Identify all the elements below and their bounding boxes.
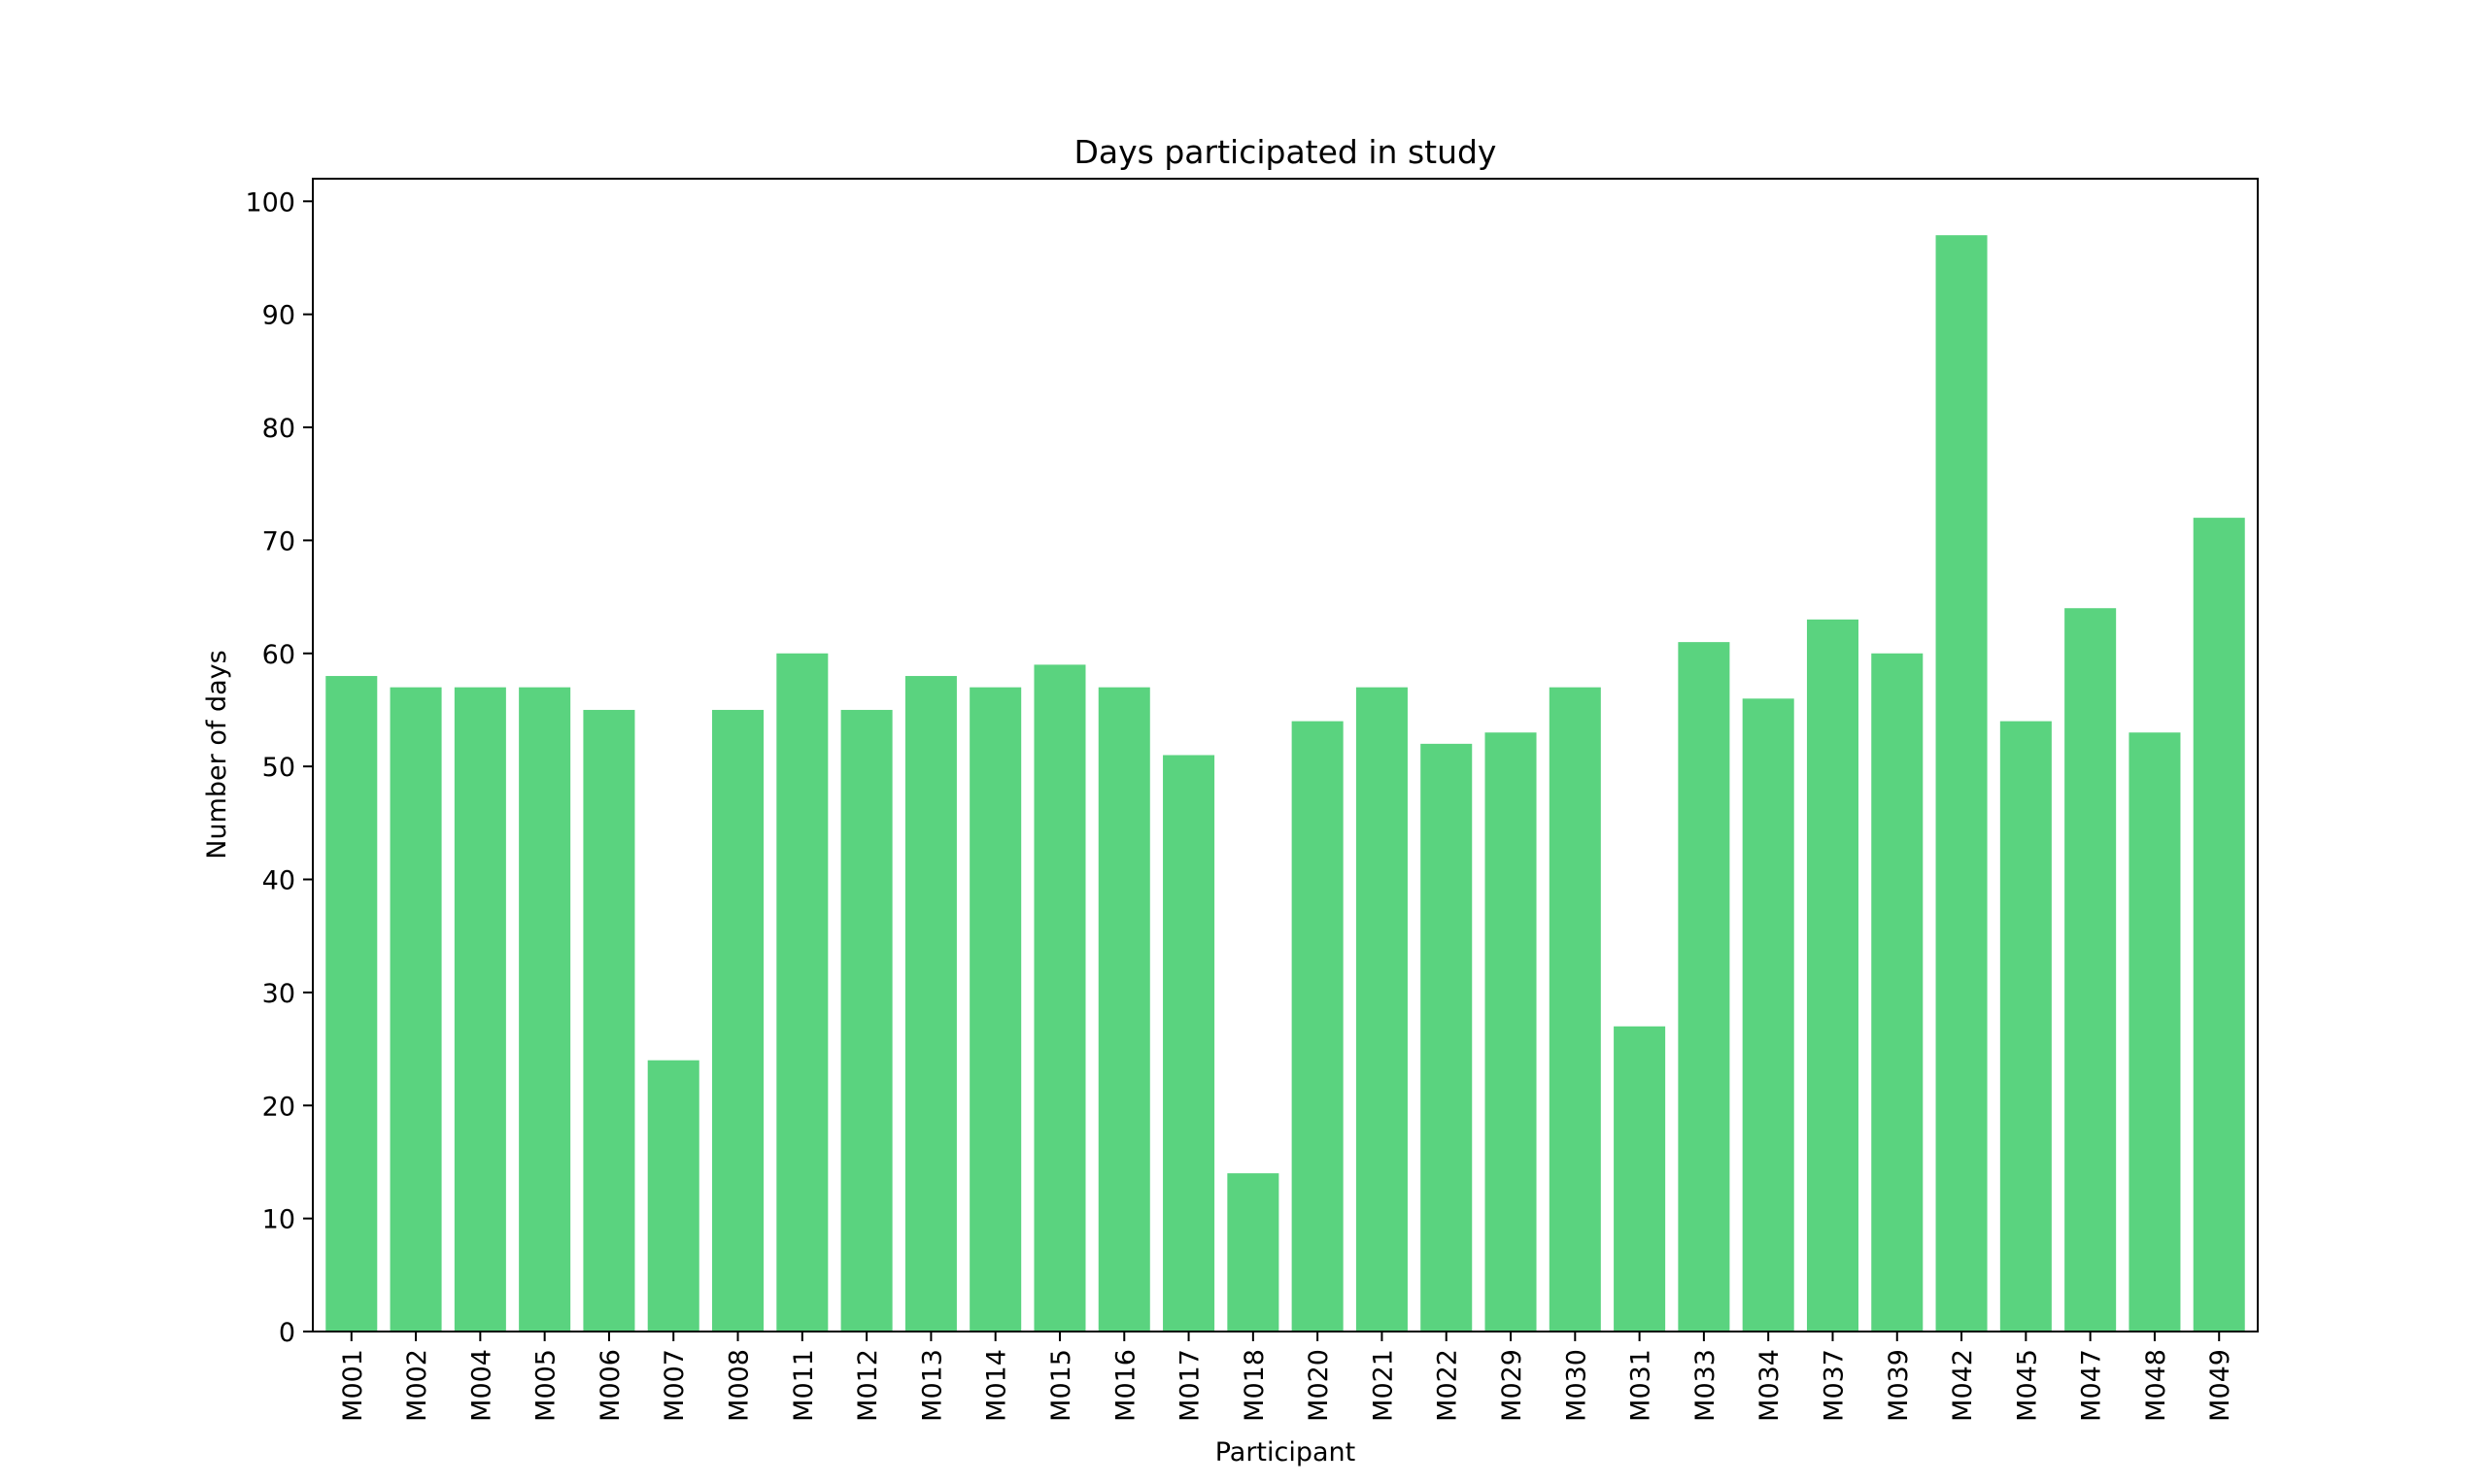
x-tick-label: M018 [1240,1349,1270,1422]
x-tick-label: M031 [1626,1349,1656,1422]
y-tick-label: 50 [262,753,295,783]
bar-m005 [519,687,571,1332]
bar-m002 [390,687,442,1332]
y-axis-label: Number of days [202,650,232,859]
bar-m049 [2193,518,2245,1332]
bar-m045 [1999,721,2052,1332]
bar-m048 [2129,732,2181,1332]
x-tick-label: M047 [2077,1349,2107,1422]
x-tick-label: M011 [789,1349,819,1422]
x-tick-label: M029 [1497,1349,1527,1422]
x-tick-label: M021 [1368,1349,1398,1422]
x-tick-label: M013 [917,1349,947,1422]
bar-m039 [1871,653,1924,1332]
x-tick-label: M008 [725,1349,755,1422]
bar-m020 [1291,721,1344,1332]
y-tick-label: 30 [262,979,295,1009]
x-tick-label: M002 [402,1349,432,1422]
x-tick-label: M037 [1819,1349,1849,1422]
bar-m014 [970,687,1022,1332]
x-tick-label: M015 [1046,1349,1076,1422]
bar-m004 [454,687,506,1332]
x-tick-label: M034 [1755,1349,1785,1422]
bar-m037 [1806,619,1858,1332]
bar-m015 [1034,664,1086,1332]
bars-group [325,235,2245,1332]
bar-m007 [647,1060,699,1332]
y-tick-label: 10 [262,1205,295,1235]
x-tick-label: M045 [2012,1349,2042,1422]
bar-m018 [1227,1173,1279,1332]
x-tick-label: M022 [1433,1349,1463,1422]
y-axis: 0 10 20 30 40 50 60 70 80 90 100 [245,187,313,1348]
bar-m008 [712,709,765,1332]
x-tick-label: M020 [1304,1349,1334,1422]
y-tick-label: 60 [262,640,295,670]
x-tick-label: M039 [1884,1349,1914,1422]
chart-title: Days participated in study [1074,133,1497,171]
x-tick-label: M012 [853,1349,883,1422]
bar-m011 [776,653,829,1332]
bar-m029 [1484,732,1537,1332]
bar-m042 [1935,235,1988,1332]
x-tick-label: M005 [531,1349,562,1422]
x-tick-label: M042 [1948,1349,1978,1422]
x-tick-label: M049 [2205,1349,2235,1422]
y-tick-label: 80 [262,414,295,444]
x-tick-label: M033 [1690,1349,1720,1422]
bar-m033 [1678,642,1730,1332]
y-tick-label: 70 [262,526,295,556]
x-tick-label: M017 [1175,1349,1206,1422]
y-tick-label: 100 [245,187,295,218]
bar-m022 [1420,743,1473,1332]
bar-m031 [1614,1026,1666,1332]
x-tick-label: M001 [338,1349,368,1422]
bar-m021 [1355,687,1408,1332]
x-tick-label: M007 [660,1349,690,1422]
y-tick-label: 0 [279,1318,295,1348]
bar-m016 [1098,687,1150,1332]
bar-m012 [840,709,893,1332]
x-axis-label: Participant [1215,1437,1356,1467]
bar-m013 [904,676,957,1332]
x-tick-label: M006 [596,1349,626,1422]
bar-m006 [583,709,635,1332]
bar-m034 [1742,698,1794,1332]
x-axis: M001 M002 M004 M005 M006 M007 M008 M011 M012 M013… [338,1332,2235,1422]
x-tick-label: M016 [1110,1349,1141,1422]
y-tick-label: 40 [262,866,295,896]
x-tick-label: M004 [466,1349,496,1422]
plot-frame [312,178,2259,1332]
x-tick-label: M048 [2141,1349,2171,1422]
x-tick-label: M030 [1561,1349,1591,1422]
bar-m001 [325,676,378,1332]
x-tick-label: M014 [982,1349,1012,1422]
y-tick-label: 20 [262,1092,295,1122]
bar-m030 [1549,687,1601,1332]
bar-m047 [2064,608,2117,1332]
y-tick-label: 90 [262,301,295,331]
bar-m017 [1163,755,1215,1332]
